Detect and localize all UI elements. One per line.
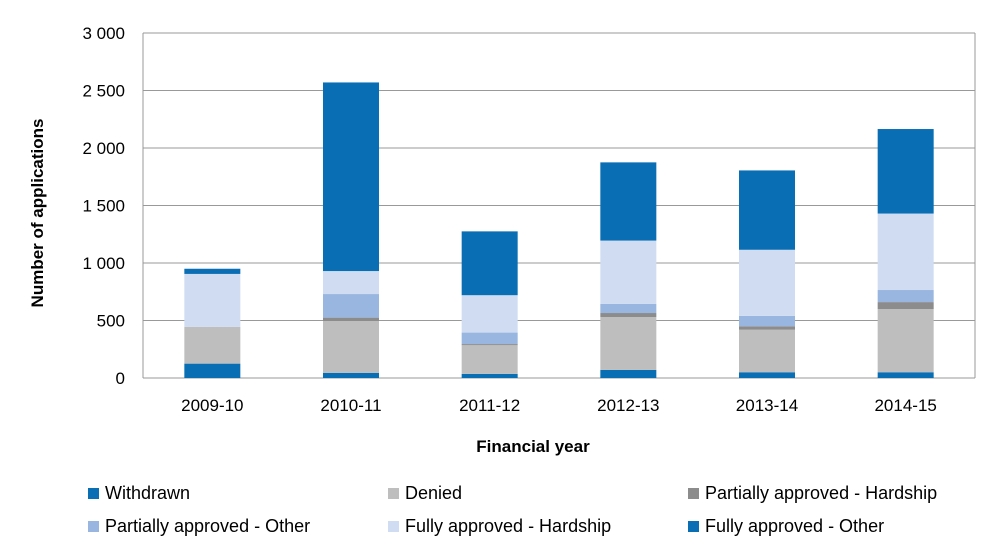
bar-segment-2014-15-2 [877, 302, 934, 309]
legend-label: Fully approved - Hardship [405, 516, 612, 536]
bars [184, 82, 934, 378]
bar-segment-2014-15-1 [877, 309, 934, 373]
bar-segment-2009-10-5 [184, 268, 241, 274]
x-tick-label: 2010-11 [320, 396, 381, 415]
bar-segment-2011-12-4 [461, 295, 518, 333]
legend-swatch [388, 521, 399, 532]
y-tick-label: 500 [97, 312, 125, 331]
bar-segment-2010-11-2 [323, 317, 379, 322]
gridlines [142, 32, 976, 379]
y-tick-label: 2 500 [82, 82, 125, 101]
bar-segment-2012-13-0 [600, 369, 657, 378]
legend-label: Fully approved - Other [705, 516, 885, 536]
bar-segment-2012-13-3 [600, 303, 657, 314]
legend-swatch [688, 521, 699, 532]
bar-segment-2010-11-3 [323, 294, 379, 318]
bar-segment-2013-14-2 [739, 326, 795, 330]
legend-row: Partially approved - Other Fully approved… [88, 510, 988, 543]
x-axis-title: Financial year [476, 437, 590, 456]
bar-segment-2009-10-4 [184, 273, 241, 327]
bar-segment-2010-11-5 [323, 82, 379, 272]
legend-item: Partially approved - Other [88, 516, 388, 537]
bar-segment-2011-12-3 [461, 332, 518, 345]
x-tick-label: 2009-10 [181, 396, 243, 415]
x-tick-label: 2013-14 [736, 396, 798, 415]
bar-segment-2012-13-4 [600, 240, 657, 304]
x-tick-label: 2011-12 [459, 396, 520, 415]
y-tick-label: 2 000 [82, 139, 125, 158]
legend-label: Partially approved - Hardship [705, 483, 938, 503]
y-tick-label: 1 000 [82, 254, 125, 273]
bar-segment-2009-10-0 [184, 363, 241, 378]
legend-row: Withdrawn Denied Partially approved - Hard… [88, 477, 988, 510]
bar-segment-2010-11-4 [323, 271, 379, 295]
legend: Withdrawn Denied Partially approved - Hard… [88, 477, 988, 543]
legend-item: Partially approved - Hardship [688, 483, 988, 504]
bar-segment-2013-14-1 [739, 329, 795, 373]
legend-item: Denied [388, 483, 688, 504]
bar-segment-2010-11-1 [323, 321, 379, 373]
bar-segment-2010-11-0 [323, 372, 379, 378]
x-axis-ticks: 2009-10 2010-11 2011-12 2012-13 2013-14 2014-… [181, 396, 937, 415]
legend-label: Withdrawn [105, 483, 191, 503]
bar-segment-2013-14-4 [739, 249, 795, 316]
y-tick-label: 0 [116, 369, 125, 388]
bar-segment-2011-12-1 [461, 345, 518, 374]
bar-segment-2013-14-5 [739, 170, 795, 250]
legend-item: Fully approved - Hardship [388, 516, 688, 537]
legend-swatch [688, 488, 699, 499]
legend-label: Denied [405, 483, 463, 503]
legend-item: Fully approved - Other [688, 516, 988, 537]
legend-swatch [88, 521, 99, 532]
bar-segment-2013-14-3 [739, 315, 795, 327]
legend-swatch [388, 488, 399, 499]
chart: 0 500 1 000 1 500 2 000 2 500 3 000 2009-10 201… [28, 24, 976, 456]
bar-segment-2011-12-0 [461, 373, 518, 378]
legend-swatch [88, 488, 99, 499]
bar-segment-2013-14-0 [739, 372, 795, 378]
bar-segment-2014-15-0 [877, 372, 934, 378]
bar-segment-2012-13-1 [600, 317, 657, 370]
bar-segment-2011-12-5 [461, 231, 518, 296]
y-axis-ticks: 0 500 1 000 1 500 2 000 2 500 3 000 [82, 24, 125, 388]
y-tick-label: 3 000 [82, 24, 125, 43]
bar-segment-2011-12-2 [461, 344, 518, 346]
bar-segment-2014-15-5 [877, 129, 934, 214]
bar-segment-2014-15-4 [877, 213, 934, 291]
x-tick-label: 2012-13 [597, 396, 659, 415]
y-tick-label: 1 500 [82, 197, 125, 216]
bar-segment-2014-15-3 [877, 290, 934, 303]
bar-segment-2012-13-2 [600, 313, 657, 318]
legend-item: Withdrawn [88, 483, 388, 504]
x-tick-label: 2014-15 [874, 396, 936, 415]
bar-segment-2009-10-1 [184, 326, 241, 364]
legend-label: Partially approved - Other [105, 516, 311, 536]
bar-segment-2012-13-5 [600, 162, 657, 241]
y-axis-title: Number of applications [28, 119, 47, 308]
